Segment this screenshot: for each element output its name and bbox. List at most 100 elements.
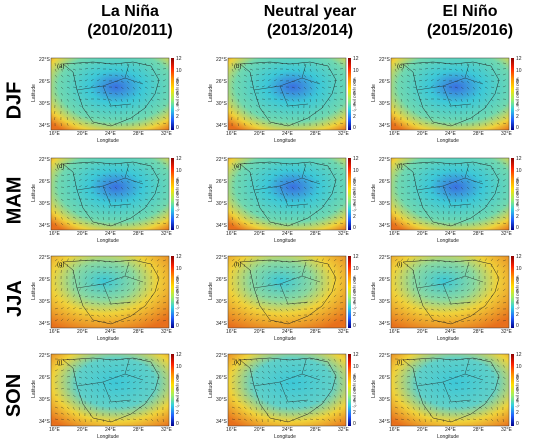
colorbar-tick-label: 0 [176,225,179,231]
row-label-mam: MAM [3,160,27,240]
colorbar-tick-label: 10 [176,167,182,174]
country-borders [416,359,484,403]
wind-map-panel: (h) 22°S 26°S 30°S 34°S 16°E 20°E 24°E 28°E 32°E 1… [207,248,362,346]
country-borders [253,261,321,305]
colorbar [511,58,514,130]
wind-speed-map [227,255,351,329]
colorbar-tick-label: 0 [353,421,356,427]
y-tick-label: 30°S [379,101,390,107]
y-tick-label: 22°S [39,255,50,261]
y-axis-label: Latitude [207,282,214,300]
country-borders [76,63,144,107]
colorbar-label: wind speed (m s⁻¹) [175,275,181,310]
panel-label: (i) [397,262,403,268]
colorbar [171,354,174,426]
colorbar-tick-label: 10 [176,67,182,74]
colorbar-tick-label: 0 [516,125,519,131]
colorbar-tick-label: 8 [353,277,356,283]
colorbar-tick-label: 4 [176,102,179,108]
colorbar-tick-label: 6 [353,386,356,393]
coastline [239,259,337,325]
x-tick-label: 24°E [105,131,116,137]
colorbar-tick-label: 2 [353,311,356,318]
x-tick-label: 20°E [77,131,88,137]
colorbar-tick-label: 2 [353,409,356,416]
colorbar-tick-label: 8 [516,375,519,381]
x-tick-label: 20°E [417,131,428,137]
x-tick-label: 28°E [473,427,484,433]
colorbar-label: wind speed (m s⁻¹) [352,177,358,212]
x-tick-label: 20°E [417,231,428,237]
y-axis-label: Latitude [207,184,214,202]
coastline [402,357,500,423]
colorbar-label: wind speed (m s⁻¹) [175,373,181,408]
x-tick-label: 20°E [254,231,265,237]
x-tick-label: 20°E [417,329,428,335]
colorbar-tick-label: 10 [176,363,182,370]
colorbar-tick-label: 6 [516,190,519,197]
colorbar-label: wind speed (m s⁻¹) [175,77,181,112]
panel-label: (h) [234,262,242,268]
x-tick-label: 32°E [338,131,349,137]
y-axis-label: Latitude [207,84,214,102]
colorbar-tick-label: 10 [176,265,182,272]
y-axis-label: Latitude [30,380,37,398]
wind-map-panel: (c) 22°S 26°S 30°S 34°S 16°E 20°E 24°E 28°E 32°E 1… [370,50,525,148]
colorbar-tick-label: 4 [516,102,519,108]
x-tick-label: 32°E [501,131,512,137]
panel-label: (l) [397,360,403,366]
colorbar-tick-label: 10 [516,67,522,74]
colorbar-tick-label: 0 [516,225,519,231]
x-tick-label: 28°E [310,427,321,433]
y-tick-label: 34°S [39,321,50,327]
country-borders [253,63,321,107]
wind-map-panel: (b) 22°S 26°S 30°S 34°S 16°E 20°E 24°E 28°E 32°E 1… [207,50,362,148]
wind-vectors [54,358,166,423]
y-tick-label: 22°S [216,157,227,163]
colorbar-tick-label: 10 [516,363,522,370]
wind-speed-map [227,353,351,427]
x-axis-label: Longitude [274,336,296,342]
y-tick-label: 34°S [216,223,227,229]
wind-speed-map [227,57,351,131]
colorbar-tick-label: 2 [176,213,179,220]
row-label-text: DJF [3,81,26,119]
y-axis-label: Latitude [207,380,214,398]
colorbar [348,354,351,426]
country-borders [76,359,144,403]
x-tick-label: 32°E [161,231,172,237]
y-axis-label: Latitude [370,84,377,102]
colorbar-tick-label: 4 [176,398,179,404]
wind-vectors [394,358,506,423]
x-tick-label: 24°E [105,427,116,433]
y-tick-label: 26°S [379,179,390,185]
y-tick-label: 30°S [39,299,50,305]
wind-speed-map [390,157,514,231]
y-tick-label: 34°S [39,123,50,129]
y-axis-label: Latitude [370,282,377,300]
colorbar-tick-label: 6 [176,190,179,197]
y-tick-label: 30°S [39,397,50,403]
x-tick-label: 28°E [133,427,144,433]
colorbar-tick-label: 10 [516,265,522,272]
x-tick-label: 32°E [161,329,172,335]
colorbar-tick-label: 4 [353,300,356,306]
x-tick-label: 16°E [226,131,237,137]
x-tick-label: 24°E [282,231,293,237]
panel-label: (d) [57,164,65,170]
country-borders [253,163,321,207]
panel-label: (g) [57,262,65,268]
x-tick-label: 28°E [473,329,484,335]
colorbar-tick-label: 0 [353,125,356,131]
colorbar [511,158,514,230]
x-tick-label: 32°E [338,231,349,237]
colorbar-tick-label: 6 [516,90,519,97]
x-tick-label: 32°E [501,427,512,433]
x-axis-label: Longitude [274,238,296,244]
x-tick-label: 24°E [282,131,293,137]
x-tick-label: 28°E [133,131,144,137]
y-tick-label: 22°S [216,353,227,359]
x-axis-label: Longitude [437,336,459,342]
colorbar-tick-label: 6 [516,386,519,393]
coastline [402,259,500,325]
